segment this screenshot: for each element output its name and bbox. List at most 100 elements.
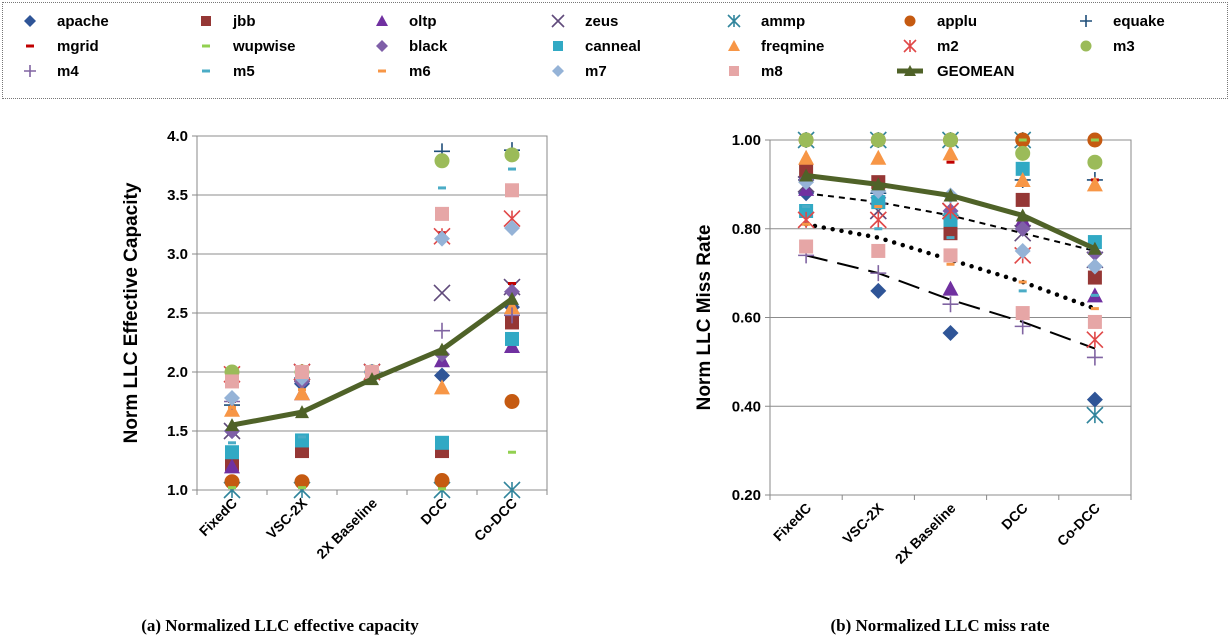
data-point [1090, 307, 1099, 311]
legend-label: m3 [1113, 37, 1135, 55]
legend-marker-freqmine [728, 40, 740, 51]
legend-label: m5 [233, 62, 255, 80]
x-tick-label: VSC-2X [839, 499, 887, 547]
data-point [1014, 242, 1031, 259]
legend-item-m8: m8 [721, 61, 783, 81]
legend-marker-canneal [553, 41, 563, 51]
data-point [1087, 270, 1102, 285]
data-point [298, 388, 306, 392]
data-point [434, 473, 450, 489]
data-point [504, 283, 520, 300]
data-point [505, 331, 519, 346]
series-ammp [797, 131, 1104, 424]
legend-item-m7: m7 [545, 61, 607, 81]
legend-item-m6: m6 [369, 61, 431, 81]
legend-label: freqmine [761, 37, 825, 55]
data-point [365, 372, 379, 386]
legend-item-black: black [369, 36, 447, 56]
data-point [433, 284, 451, 302]
chart-miss-rate: 0.20 0.40 0.60 0.80 1.00 FixedC VSC-2X 2X Basel… [694, 131, 1132, 567]
series-m4 [798, 247, 1103, 366]
data-point [1018, 138, 1027, 142]
legend-marker-geomean [897, 65, 923, 76]
x-tick-label: Co-DCC [1054, 500, 1103, 549]
legend-marker-wupwise [202, 44, 210, 48]
data-point [1014, 318, 1031, 335]
data-point [798, 149, 815, 165]
series-wupwise [228, 370, 516, 491]
data-point [508, 450, 516, 454]
series-m6 [802, 205, 1099, 311]
legend-item-m2: m2 [897, 36, 959, 56]
data-point [1086, 331, 1104, 349]
series-canneal [225, 331, 519, 460]
legend-label: GEOMEAN [937, 62, 1015, 80]
caption-a: (a) Normalized LLC effective capacity [141, 616, 419, 635]
data-point [508, 167, 516, 171]
data-point [874, 227, 883, 231]
data-point [504, 307, 520, 324]
data-point [1090, 138, 1099, 142]
data-point [224, 389, 240, 406]
data-point [505, 183, 519, 198]
data-point [943, 188, 958, 202]
legend-item-oltp: oltp [369, 11, 437, 31]
y-tick-label: 0.40 [732, 398, 761, 415]
chart-effective-capacity: 1.0 1.5 2.0 2.5 3.0 3.5 4.0 FixedC VSC-2X 2X Base… [121, 128, 548, 562]
data-point [1087, 154, 1103, 170]
series-zeus [223, 278, 521, 440]
y-tick-label: 0.20 [732, 487, 761, 504]
legend-label: black [409, 37, 448, 55]
legend-marker-black [376, 40, 388, 52]
legend-marker-m2 [903, 39, 917, 53]
data-point [871, 177, 886, 191]
data-point [943, 132, 958, 148]
data-point [1015, 161, 1030, 176]
data-point [504, 394, 520, 409]
data-point [870, 265, 887, 282]
data-point [228, 441, 236, 445]
data-point [434, 230, 450, 247]
data-point [1014, 171, 1031, 187]
legend-marker-oltp [376, 15, 388, 26]
x-tick-label: FixedC [770, 500, 814, 544]
data-point [434, 322, 450, 339]
data-point [225, 374, 239, 389]
legend-item-canneal: canneal [545, 36, 641, 56]
data-point [508, 282, 516, 285]
data-point [503, 481, 521, 499]
y-tick-label: 1.5 [167, 423, 188, 440]
legend-label: oltp [409, 12, 437, 30]
legend-item-apache: apache [17, 11, 109, 31]
data-point [870, 132, 886, 148]
x-tick-label: FixedC [196, 495, 240, 539]
data-point [942, 280, 959, 296]
legend-marker-zeus [551, 14, 565, 28]
data-point [869, 211, 887, 229]
y-axis-title: Norm LLC Effective Capacity [121, 182, 142, 443]
data-point [224, 458, 240, 474]
data-point [224, 474, 240, 490]
reference-line-long-dash [805, 254, 1096, 350]
data-point [298, 486, 306, 490]
legend-label: jbb [233, 12, 256, 30]
legend-label: apache [57, 12, 109, 30]
data-point [802, 205, 811, 209]
series-oltp [224, 338, 520, 474]
legend-marker-m8 [729, 66, 739, 76]
legend-label: applu [937, 12, 977, 30]
legend-item-zeus: zeus [545, 11, 618, 31]
y-tick-label: 1.0 [167, 482, 188, 499]
x-tick-label: DCC [417, 495, 450, 528]
series-m8 [799, 239, 1102, 329]
legend-label: m6 [409, 62, 431, 80]
legend-item-m4: m4 [17, 61, 79, 81]
series-m2 [223, 210, 521, 383]
legend-label: wupwise [233, 37, 296, 55]
data-point [942, 325, 959, 342]
legend-marker-m6 [378, 69, 386, 73]
data-point [295, 444, 309, 459]
series-jbb [225, 315, 519, 472]
legend-marker-m5 [202, 69, 210, 73]
data-point [1086, 176, 1103, 192]
